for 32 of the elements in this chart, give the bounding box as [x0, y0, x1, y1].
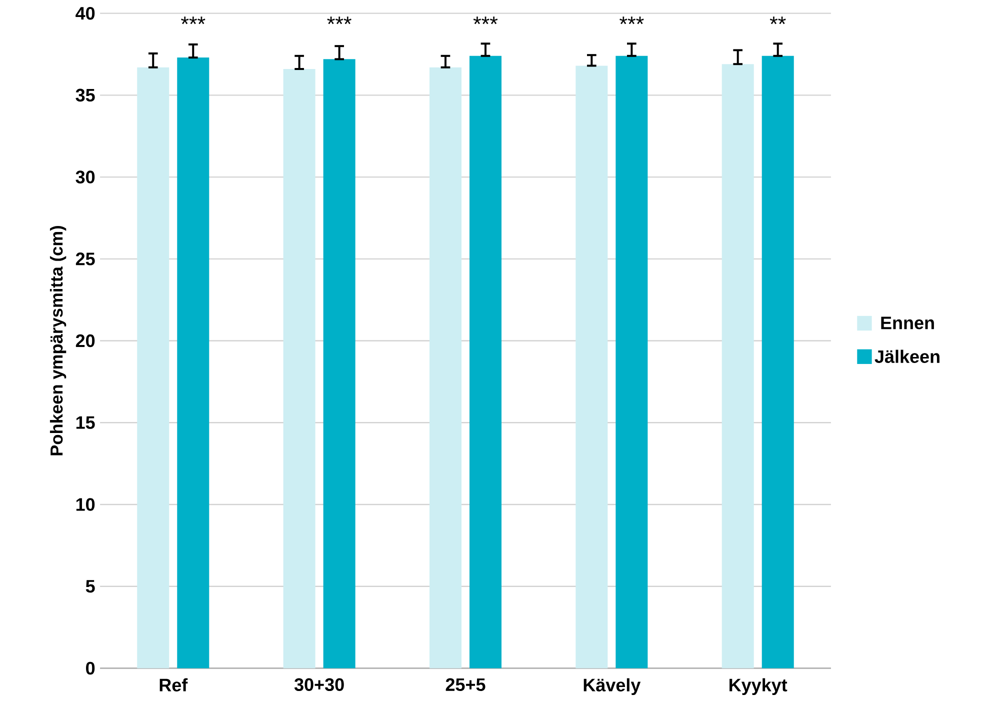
annotation: *** — [327, 16, 352, 24]
annotation: ** — [770, 16, 786, 24]
x-tick-label: Ref — [160, 678, 188, 692]
y-tick-label: 40 — [76, 6, 95, 20]
bar — [137, 67, 170, 668]
y-tick-label: 30 — [76, 170, 95, 184]
y-tick-label: 0 — [86, 662, 95, 674]
bar — [323, 59, 356, 668]
annotation: *** — [473, 16, 498, 24]
annotation: *** — [620, 16, 644, 24]
bar — [283, 68, 316, 668]
y-tick-label: 15 — [76, 416, 95, 429]
x-tick-label: 30+30 — [294, 678, 344, 691]
y-axis-title: Pohkeen ympärysmitta (cm) — [50, 226, 66, 456]
bar — [616, 56, 648, 668]
bar — [177, 57, 210, 668]
bar — [429, 67, 462, 668]
y-tick-label: 25 — [76, 252, 95, 266]
bar — [722, 64, 754, 668]
legend-label: Jälkeen — [874, 350, 940, 363]
y-tick-label: 35 — [76, 88, 95, 102]
y-tick-label: 5 — [86, 580, 95, 593]
x-tick-label: Kyykyt — [730, 678, 788, 695]
bar — [469, 56, 502, 668]
y-tick-label: 20 — [76, 334, 95, 348]
legend-label: Ennen — [881, 316, 934, 330]
annotation: *** — [181, 16, 206, 24]
bar — [762, 56, 794, 668]
x-tick-label: 25+5 — [446, 678, 486, 691]
y-tick-label: 10 — [76, 498, 95, 511]
bar — [576, 66, 608, 668]
x-tick-label: Kävely — [584, 678, 641, 695]
